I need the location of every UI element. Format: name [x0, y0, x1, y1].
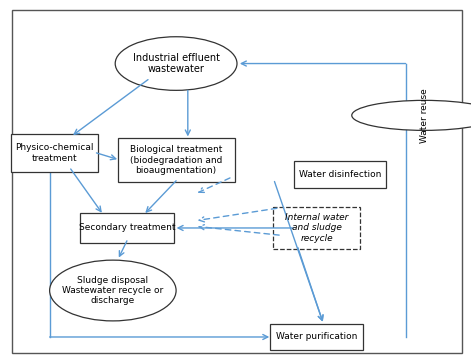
FancyBboxPatch shape	[118, 138, 235, 182]
FancyBboxPatch shape	[294, 161, 386, 188]
Text: Physico-chemical
treatment: Physico-chemical treatment	[15, 143, 93, 163]
FancyBboxPatch shape	[270, 323, 364, 350]
FancyBboxPatch shape	[11, 134, 98, 172]
Text: Water purification: Water purification	[276, 333, 357, 342]
Ellipse shape	[50, 260, 176, 321]
Ellipse shape	[352, 100, 474, 130]
FancyBboxPatch shape	[80, 213, 174, 242]
Text: Biological treatment
(biodegradation and
bioaugmentation): Biological treatment (biodegradation and…	[130, 145, 222, 175]
Text: Secondary treatment: Secondary treatment	[79, 224, 175, 232]
Text: Internal water
and sludge
recycle: Internal water and sludge recycle	[285, 213, 348, 243]
Ellipse shape	[115, 37, 237, 90]
Text: Water disinfection: Water disinfection	[299, 170, 381, 179]
FancyBboxPatch shape	[273, 207, 360, 249]
FancyBboxPatch shape	[12, 10, 462, 353]
Text: Sludge disposal
Wastewater recycle or
discharge: Sludge disposal Wastewater recycle or di…	[62, 276, 164, 305]
Text: Industrial effluent
wastewater: Industrial effluent wastewater	[133, 53, 219, 74]
Text: Water reuse: Water reuse	[420, 88, 429, 143]
